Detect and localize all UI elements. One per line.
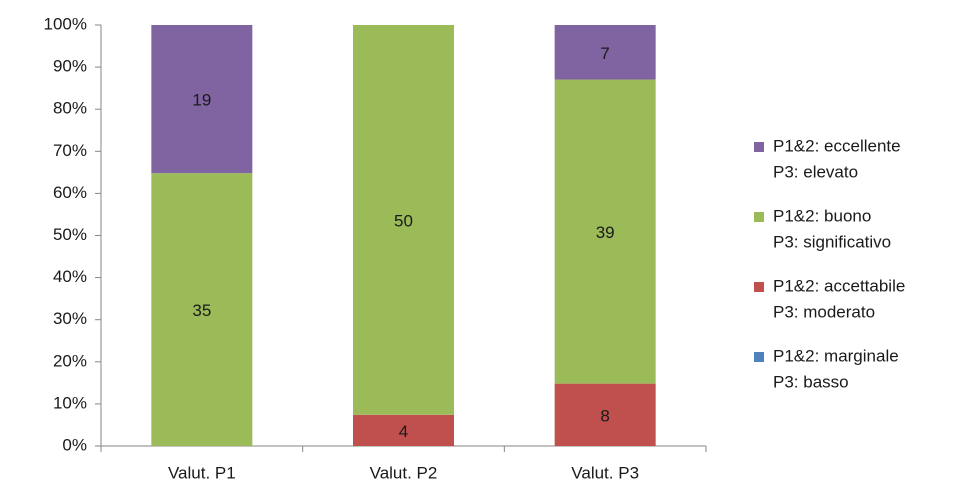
- legend-label: P3: elevato: [773, 162, 858, 181]
- y-tick-label: 10%: [53, 393, 87, 412]
- x-tick-label: Valut. P3: [571, 463, 639, 482]
- data-label: 35: [192, 301, 211, 320]
- legend-label: P1&2: marginale: [773, 346, 899, 365]
- y-tick-label: 60%: [53, 183, 87, 202]
- bar-segment: [554, 383, 656, 446]
- bar-segment: [151, 25, 253, 174]
- data-label: 8: [600, 406, 609, 425]
- legend-label: P1&2: eccellente: [773, 136, 901, 155]
- y-tick-label: 0%: [62, 435, 87, 454]
- legend-label: P3: basso: [773, 372, 849, 391]
- x-tick-label: Valut. P2: [370, 463, 438, 482]
- y-tick-label: 80%: [53, 99, 87, 118]
- y-tick-label: 70%: [53, 141, 87, 160]
- legend-label: P1&2: buono: [773, 206, 871, 225]
- data-label: 39: [596, 223, 615, 242]
- data-label: 7: [600, 44, 609, 63]
- legend-label: P3: moderato: [773, 302, 875, 321]
- legend-swatch: [754, 142, 764, 152]
- bar-segment: [151, 173, 253, 446]
- x-tick-label: Valut. P1: [168, 463, 236, 482]
- legend-swatch: [754, 352, 764, 362]
- y-tick-label: 40%: [53, 267, 87, 286]
- y-tick-label: 30%: [53, 309, 87, 328]
- data-label: 4: [399, 422, 408, 441]
- legend-label: P1&2: accettabile: [773, 276, 905, 295]
- legend-swatch: [754, 212, 764, 222]
- legend-swatch: [754, 282, 764, 292]
- y-tick-label: 20%: [53, 351, 87, 370]
- bar-segment: [554, 25, 656, 80]
- y-tick-label: 90%: [53, 57, 87, 76]
- bar-segment: [554, 79, 656, 384]
- y-tick-label: 100%: [44, 14, 87, 33]
- legend-label: P3: significativo: [773, 232, 891, 251]
- bar-segment: [353, 414, 454, 446]
- data-label: 50: [394, 211, 413, 230]
- data-label: 19: [192, 91, 211, 110]
- y-tick-label: 50%: [53, 225, 87, 244]
- bar-segment: [353, 25, 454, 415]
